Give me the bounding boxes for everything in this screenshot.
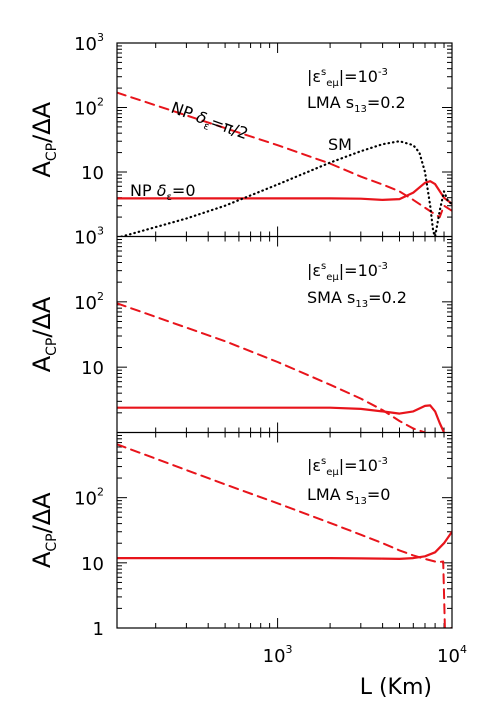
panel-3-annotation-epsilon: |εseμ|=10-3 [307, 456, 388, 478]
y-tick-label: 10 [81, 554, 104, 575]
y-tick-label: 103 [74, 31, 104, 55]
y-axis-label: ACP/ΔA [28, 492, 60, 568]
series-dashed-line [117, 302, 426, 432]
series-solid-line [117, 530, 452, 561]
panel-1-annotation-epsilon: |εseμ|=10-3 [307, 67, 388, 89]
y-axis-label: ACP/ΔA [28, 296, 60, 372]
x-axis-label: L (Km) [360, 675, 432, 700]
y-tick-label: 102 [74, 486, 104, 510]
x-tick-label: 103 [263, 643, 293, 667]
series-solid-line [117, 404, 445, 432]
plot-frame [116, 42, 453, 629]
y-axis-label: ACP/ΔA [28, 101, 60, 177]
series-dashed-line [117, 443, 452, 628]
panel-2-annotation-epsilon: |εseμ|=10-3 [307, 261, 388, 283]
label-sm: SM [328, 135, 352, 154]
series-dashed-line [117, 91, 452, 219]
y-tick-label: 10 [81, 163, 104, 184]
panel-3-annotation-params: LMA s13=0 [307, 485, 390, 507]
label-np-delta-0: NP δε=0 [130, 181, 196, 203]
panel-1-series [117, 91, 452, 236]
panel-1-annotation-params: LMA s13=0.2 [307, 93, 406, 115]
y-tick-label: 102 [74, 96, 104, 120]
y-tick-label: 1 [93, 619, 104, 640]
label-np-delta-pi2: NP δε=π/2 [168, 98, 251, 146]
y-tick-label: 10 [81, 358, 104, 379]
chart-panels [117, 43, 453, 629]
y-tick-label: 103 [74, 225, 104, 249]
panel-3-series [117, 443, 452, 628]
y-tick-label: 102 [74, 290, 104, 314]
series-solid-line [117, 180, 452, 205]
x-tick-label: 104 [437, 643, 467, 667]
series-dotted-line [119, 140, 452, 236]
panel-2-series [117, 302, 445, 432]
panel-2-annotation-params: SMA s13=0.2 [307, 288, 407, 310]
